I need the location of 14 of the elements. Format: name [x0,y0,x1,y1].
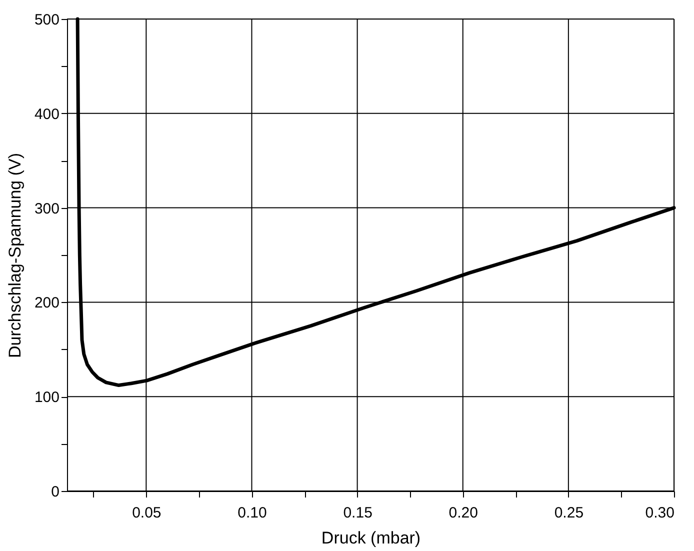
x-tick-label: 0.05 [132,504,162,522]
y-tick-label: 100 [34,389,60,406]
x-tick-label: 0.15 [343,504,372,522]
x-tick-label: 0.20 [448,504,478,522]
x-tick-label: 0.10 [238,504,267,522]
x-tick-label: 0.30 [645,504,674,522]
y-tick-label: 0 [51,484,60,500]
y-tick-label: 200 [34,294,60,312]
y-tick-label: 400 [34,106,60,123]
x-tick-label: 0.25 [554,504,584,522]
y-tick-label: 300 [34,200,60,218]
y-axis-title: Durchschlag-Spannung (V) [5,152,24,358]
x-axis-title: Druck (mbar) [321,528,421,548]
y-tick-label: 500 [34,12,60,28]
